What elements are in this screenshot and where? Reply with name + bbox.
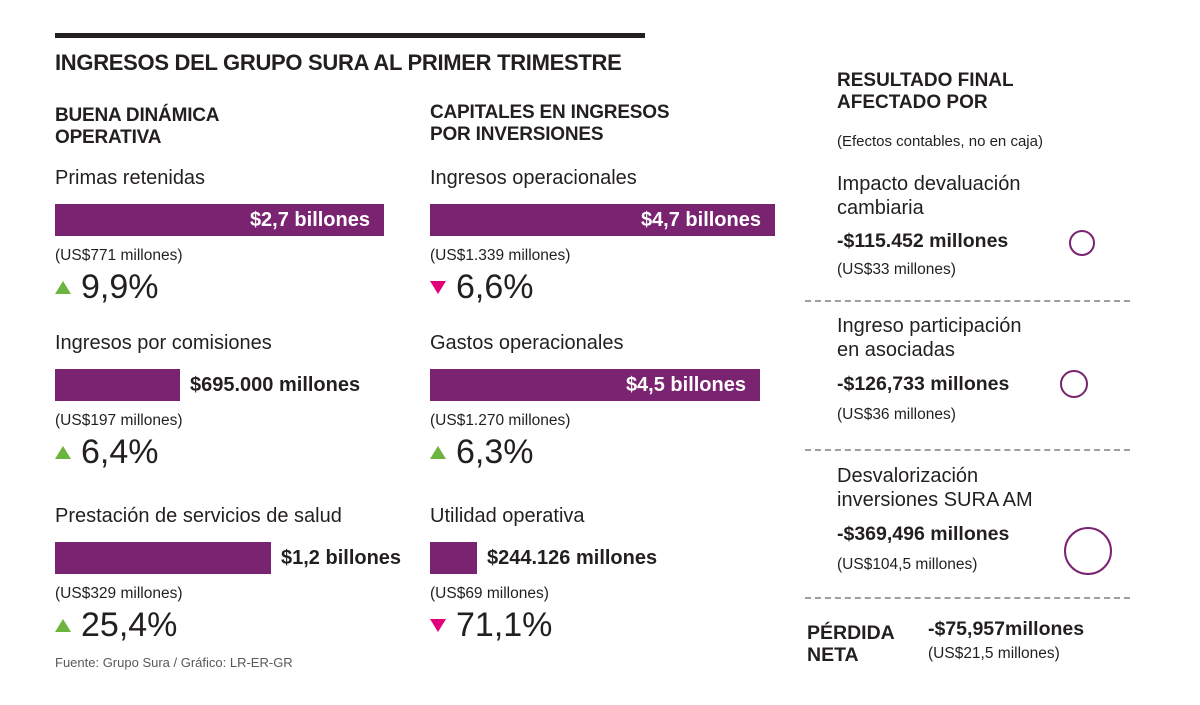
bar-value-label: $244.126 millones bbox=[487, 547, 658, 569]
source-note: Fuente: Grupo Sura / Gráfico: LR-ER-GR bbox=[55, 655, 293, 670]
impact-asociadas: Ingreso participación en asociadas -$126… bbox=[837, 314, 1137, 423]
section-title-operativa: BUENA DINÁMICA OPERATIVA bbox=[55, 105, 220, 149]
bar bbox=[55, 369, 180, 401]
change-indicator: 6,4% bbox=[55, 432, 159, 472]
section-title-operativa-line2: OPERATIVA bbox=[55, 127, 162, 148]
section-title-inversiones-line1: CAPITALES EN INGRESOS bbox=[430, 102, 670, 123]
net-loss-label: PÉRDIDA NETA bbox=[807, 622, 895, 666]
category-label: Primas retenidas bbox=[55, 167, 206, 189]
change-percent: 71,1% bbox=[456, 605, 553, 644]
impact-value: -$126,733 millones bbox=[837, 373, 1010, 395]
bar bbox=[430, 204, 775, 236]
impact-label-line2: inversiones SURA AM bbox=[837, 489, 1033, 511]
metric-0-0: Primas retenidas $2,7 billones (US$771 mil… bbox=[55, 167, 415, 317]
section-title-inversiones: CAPITALES EN INGRESOS POR INVERSIONES bbox=[430, 102, 670, 146]
usd-value: (US$69 millones) bbox=[430, 585, 549, 602]
triangle-up-icon bbox=[55, 618, 71, 632]
metric-1-2: Utilidad operativa $244.126 millones (US$6… bbox=[430, 505, 790, 655]
usd-value: (US$1.270 millones) bbox=[430, 412, 571, 429]
change-percent: 6,6% bbox=[456, 267, 534, 306]
impact-label-line1: Ingreso participación bbox=[837, 315, 1022, 337]
dashed-divider bbox=[805, 300, 1130, 302]
usd-value: (US$329 millones) bbox=[55, 585, 183, 602]
triangle-up-icon bbox=[55, 280, 71, 294]
change-percent: 9,9% bbox=[81, 267, 159, 306]
top-rule bbox=[55, 33, 645, 38]
section-title-operativa-line1: BUENA DINÁMICA bbox=[55, 105, 220, 126]
triangle-up-icon bbox=[430, 445, 446, 459]
dashed-divider bbox=[805, 597, 1130, 599]
impact-label-line2: en asociadas bbox=[837, 339, 955, 361]
category-label: Gastos operacionales bbox=[430, 332, 624, 354]
result-subtitle: (Efectos contables, no en caja) bbox=[837, 133, 1043, 150]
triangle-down-icon bbox=[430, 280, 446, 294]
net-loss-value: -$75,957millones bbox=[928, 618, 1085, 640]
bar bbox=[430, 369, 760, 401]
impact-circle-sura-am bbox=[1064, 527, 1112, 575]
impact-label-line1: Desvalorización bbox=[837, 465, 979, 487]
bar-value-label: $4,7 billones bbox=[640, 209, 761, 231]
metric-0-1: Ingresos por comisiones $695.000 millones… bbox=[55, 332, 415, 482]
impact-label-line2: cambiaria bbox=[837, 197, 924, 219]
result-title: RESULTADO FINAL AFECTADO POR bbox=[837, 70, 1014, 114]
triangle-up-icon bbox=[55, 445, 71, 459]
bar-value-label: $2,7 billones bbox=[249, 209, 370, 231]
change-percent: 25,4% bbox=[81, 605, 178, 644]
impact-circle-asociadas bbox=[1060, 370, 1088, 398]
change-indicator: 9,9% bbox=[55, 267, 159, 307]
metric-1-0: Ingresos operacionales $4,7 billones (US$1… bbox=[430, 167, 790, 317]
bar bbox=[55, 204, 384, 236]
impact-value: -$115.452 millones bbox=[837, 230, 1009, 252]
result-title-line1: RESULTADO FINAL bbox=[837, 70, 1014, 91]
category-label: Prestación de servicios de salud bbox=[55, 505, 342, 527]
usd-value: (US$1.339 millones) bbox=[430, 247, 571, 264]
net-loss-usd: (US$21,5 millones) bbox=[928, 645, 1060, 662]
usd-value: (US$197 millones) bbox=[55, 412, 183, 429]
impact-usd: (US$33 millones) bbox=[837, 261, 956, 278]
impact-value: -$369,496 millones bbox=[837, 523, 1010, 545]
impact-usd: (US$104,5 millones) bbox=[837, 556, 978, 573]
bar-value-label: $1,2 billones bbox=[281, 547, 402, 569]
impact-label-line1: Impacto devaluación bbox=[837, 173, 1021, 195]
bar-value-label: $695.000 millones bbox=[190, 374, 361, 396]
category-label: Ingresos por comisiones bbox=[55, 332, 272, 354]
net-loss-label-line2: NETA bbox=[807, 644, 859, 666]
change-percent: 6,3% bbox=[456, 432, 534, 471]
metric-0-2: Prestación de servicios de salud $1,2 bil… bbox=[55, 505, 415, 655]
change-indicator: 25,4% bbox=[55, 605, 177, 645]
impact-sura-am: Desvalorización inversiones SURA AM -$36… bbox=[837, 464, 1137, 573]
change-indicator: 6,3% bbox=[430, 432, 534, 472]
impact-circle-devaluacion bbox=[1069, 230, 1095, 256]
usd-value: (US$771 millones) bbox=[55, 247, 183, 264]
impact-usd: (US$36 millones) bbox=[837, 406, 956, 423]
dashed-divider bbox=[805, 449, 1130, 451]
category-label: Ingresos operacionales bbox=[430, 167, 637, 189]
bar bbox=[55, 542, 271, 574]
triangle-down-icon bbox=[430, 618, 446, 632]
metric-1-1: Gastos operacionales $4,5 billones (US$1.2… bbox=[430, 332, 790, 482]
net-loss-label-line1: PÉRDIDA bbox=[807, 622, 895, 644]
impact-devaluacion: Impacto devaluación cambiaria -$115.452 … bbox=[837, 172, 1137, 278]
bar bbox=[430, 542, 477, 574]
change-percent: 6,4% bbox=[81, 432, 159, 471]
change-indicator: 71,1% bbox=[430, 605, 552, 645]
change-indicator: 6,6% bbox=[430, 267, 534, 307]
category-label: Utilidad operativa bbox=[430, 505, 585, 527]
bar-value-label: $4,5 billones bbox=[625, 374, 746, 396]
section-title-inversiones-line2: POR INVERSIONES bbox=[430, 124, 604, 145]
chart-title: INGRESOS DEL GRUPO SURA AL PRIMER TRIMES… bbox=[55, 50, 622, 75]
result-title-line2: AFECTADO POR bbox=[837, 92, 988, 113]
